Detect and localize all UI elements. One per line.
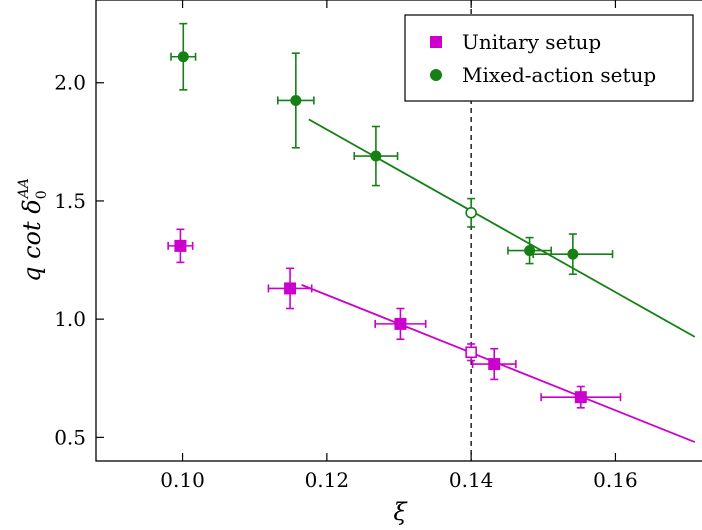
data-point-unitary [284,282,297,295]
data-point-mixed [567,248,579,260]
x-axis-label: ξ [393,498,408,526]
extrapolated-point-unitary [465,346,477,359]
legend: Unitary setup Mixed-action setup [404,14,694,102]
legend-label-mixed: Mixed-action setup [462,63,656,87]
legend-label-unitary: Unitary setup [462,30,601,54]
y-axis-label: q cot δ0AA [16,178,50,282]
data-point-mixed [290,94,302,106]
data-point-mixed [524,245,536,257]
data-point-unitary [574,391,587,404]
y-tick-label: 2.0 [54,71,86,95]
data-point-unitary [394,317,407,330]
data-point-mixed [370,150,382,162]
legend-marker-mixed [430,69,442,81]
plot-frame [95,0,702,462]
svg-text:q cot δ0AA: q cot δ0AA [16,178,50,282]
data-point-mixed [177,51,189,63]
data-point-unitary [174,239,187,252]
extrapolated-point-mixed [465,206,477,219]
plot-area [167,0,696,461]
legend-box [404,14,694,102]
y-tick-label: 0.5 [54,425,86,449]
x-tick-label: 0.14 [449,468,494,492]
x-tick-label: 0.16 [593,468,638,492]
y-tick-label: 1.5 [54,189,86,213]
data-point-unitary [488,358,501,371]
x-tick-label: 0.10 [160,468,205,492]
x-tick-label: 0.12 [305,468,350,492]
axes: 0.10 0.12 0.14 0.16 0.5 1.0 1.5 2.0 [54,0,638,492]
fit-line-mixed [308,118,696,338]
legend-marker-unitary [430,36,442,48]
y-tick-label: 1.0 [54,307,86,331]
